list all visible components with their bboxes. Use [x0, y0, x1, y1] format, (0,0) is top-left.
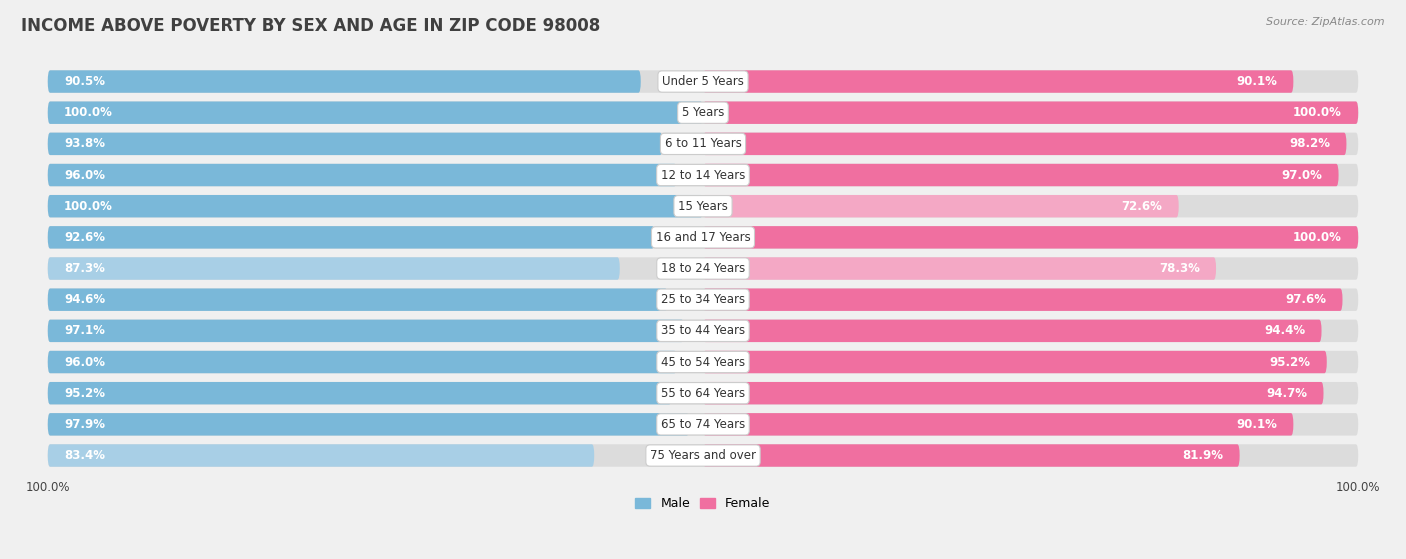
- Text: 100.0%: 100.0%: [1294, 231, 1341, 244]
- FancyBboxPatch shape: [703, 257, 1216, 280]
- Text: 97.9%: 97.9%: [65, 418, 105, 431]
- FancyBboxPatch shape: [48, 413, 1358, 435]
- Text: 100.0%: 100.0%: [25, 481, 70, 494]
- Text: 72.6%: 72.6%: [1122, 200, 1163, 212]
- Text: 12 to 14 Years: 12 to 14 Years: [661, 168, 745, 182]
- FancyBboxPatch shape: [703, 226, 1358, 249]
- FancyBboxPatch shape: [48, 413, 689, 435]
- Text: 87.3%: 87.3%: [65, 262, 105, 275]
- Text: 98.2%: 98.2%: [1289, 138, 1330, 150]
- Text: 35 to 44 Years: 35 to 44 Years: [661, 324, 745, 337]
- FancyBboxPatch shape: [703, 132, 1347, 155]
- FancyBboxPatch shape: [48, 226, 1358, 249]
- FancyBboxPatch shape: [703, 164, 1339, 186]
- Text: 97.6%: 97.6%: [1285, 293, 1326, 306]
- FancyBboxPatch shape: [48, 351, 676, 373]
- Text: 94.7%: 94.7%: [1267, 387, 1308, 400]
- Text: 65 to 74 Years: 65 to 74 Years: [661, 418, 745, 431]
- FancyBboxPatch shape: [48, 70, 641, 93]
- Text: 18 to 24 Years: 18 to 24 Years: [661, 262, 745, 275]
- FancyBboxPatch shape: [48, 132, 662, 155]
- Text: 45 to 54 Years: 45 to 54 Years: [661, 356, 745, 368]
- FancyBboxPatch shape: [703, 102, 1358, 124]
- FancyBboxPatch shape: [703, 351, 1327, 373]
- Text: 78.3%: 78.3%: [1159, 262, 1199, 275]
- Text: INCOME ABOVE POVERTY BY SEX AND AGE IN ZIP CODE 98008: INCOME ABOVE POVERTY BY SEX AND AGE IN Z…: [21, 17, 600, 35]
- Text: 96.0%: 96.0%: [65, 356, 105, 368]
- Text: Source: ZipAtlas.com: Source: ZipAtlas.com: [1267, 17, 1385, 27]
- FancyBboxPatch shape: [48, 382, 1358, 404]
- FancyBboxPatch shape: [703, 444, 1240, 467]
- Text: 96.0%: 96.0%: [65, 168, 105, 182]
- FancyBboxPatch shape: [48, 164, 676, 186]
- Text: 75 Years and over: 75 Years and over: [650, 449, 756, 462]
- FancyBboxPatch shape: [48, 444, 595, 467]
- FancyBboxPatch shape: [48, 102, 703, 124]
- Text: 97.0%: 97.0%: [1281, 168, 1322, 182]
- FancyBboxPatch shape: [703, 413, 1294, 435]
- Text: 90.5%: 90.5%: [65, 75, 105, 88]
- Text: 15 Years: 15 Years: [678, 200, 728, 212]
- Text: Under 5 Years: Under 5 Years: [662, 75, 744, 88]
- FancyBboxPatch shape: [703, 70, 1294, 93]
- FancyBboxPatch shape: [48, 226, 655, 249]
- Text: 94.6%: 94.6%: [65, 293, 105, 306]
- Text: 25 to 34 Years: 25 to 34 Years: [661, 293, 745, 306]
- FancyBboxPatch shape: [48, 351, 1358, 373]
- Text: 100.0%: 100.0%: [1294, 106, 1341, 119]
- FancyBboxPatch shape: [48, 382, 672, 404]
- Text: 55 to 64 Years: 55 to 64 Years: [661, 387, 745, 400]
- FancyBboxPatch shape: [703, 382, 1323, 404]
- Text: 94.4%: 94.4%: [1264, 324, 1305, 337]
- FancyBboxPatch shape: [703, 195, 1178, 217]
- Text: 90.1%: 90.1%: [1236, 75, 1277, 88]
- FancyBboxPatch shape: [48, 164, 1358, 186]
- Text: 100.0%: 100.0%: [65, 106, 112, 119]
- Text: 100.0%: 100.0%: [1336, 481, 1381, 494]
- Text: 6 to 11 Years: 6 to 11 Years: [665, 138, 741, 150]
- FancyBboxPatch shape: [48, 257, 1358, 280]
- FancyBboxPatch shape: [48, 132, 1358, 155]
- FancyBboxPatch shape: [48, 320, 683, 342]
- FancyBboxPatch shape: [703, 320, 1322, 342]
- FancyBboxPatch shape: [48, 257, 620, 280]
- FancyBboxPatch shape: [48, 444, 1358, 467]
- Text: 90.1%: 90.1%: [1236, 418, 1277, 431]
- FancyBboxPatch shape: [48, 195, 703, 217]
- FancyBboxPatch shape: [48, 320, 1358, 342]
- FancyBboxPatch shape: [48, 288, 1358, 311]
- Text: 100.0%: 100.0%: [65, 200, 112, 212]
- Text: 92.6%: 92.6%: [65, 231, 105, 244]
- Text: 83.4%: 83.4%: [65, 449, 105, 462]
- FancyBboxPatch shape: [703, 288, 1343, 311]
- Text: 5 Years: 5 Years: [682, 106, 724, 119]
- Text: 93.8%: 93.8%: [65, 138, 105, 150]
- FancyBboxPatch shape: [48, 195, 1358, 217]
- Text: 16 and 17 Years: 16 and 17 Years: [655, 231, 751, 244]
- FancyBboxPatch shape: [48, 288, 668, 311]
- Text: 95.2%: 95.2%: [65, 387, 105, 400]
- Legend: Male, Female: Male, Female: [630, 492, 776, 515]
- Text: 81.9%: 81.9%: [1182, 449, 1223, 462]
- FancyBboxPatch shape: [48, 70, 1358, 93]
- FancyBboxPatch shape: [48, 102, 1358, 124]
- Text: 97.1%: 97.1%: [65, 324, 105, 337]
- Text: 95.2%: 95.2%: [1270, 356, 1310, 368]
